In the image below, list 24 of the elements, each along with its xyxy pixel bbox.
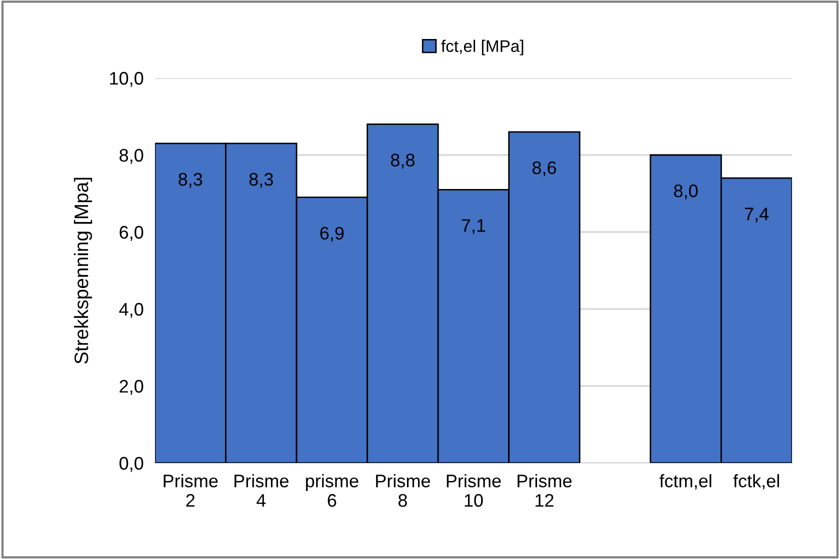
data-label: 8,0 [674,184,698,200]
data-label: 7,4 [744,208,769,222]
x-tick-label: Prisme 4 [234,474,288,507]
y-tick-label: 2,0 [120,380,144,395]
x-tick-label: Prisme 8 [376,474,430,507]
y-axis-title: Strekkspenning [Mpa] [74,178,92,364]
x-tick-label: Prisme 2 [164,474,218,507]
data-label: 8,3 [178,172,202,188]
x-tick-label: fctm,el [660,474,712,490]
data-label: 8,8 [390,154,414,169]
data-label: 8,6 [532,161,556,176]
x-tick-label: Prisme 10 [446,474,501,507]
data-label: 8,3 [249,172,273,188]
y-tick-label: 8,0 [120,148,144,164]
data-label: 7,1 [462,219,486,234]
x-tick-label: prisme 6 [306,474,358,507]
x-tick-label: fctk,el [733,474,779,490]
y-tick-label: 4,0 [119,302,144,318]
y-tick-label: 0,0 [119,456,144,472]
data-label: 6,9 [320,226,344,242]
y-tick-label: 10,0 [110,72,144,87]
y-tick-label: 6,0 [120,226,144,241]
x-tick-label: Prisme 12 [518,474,572,507]
legend-label: fct,el [MPa] [441,40,524,56]
